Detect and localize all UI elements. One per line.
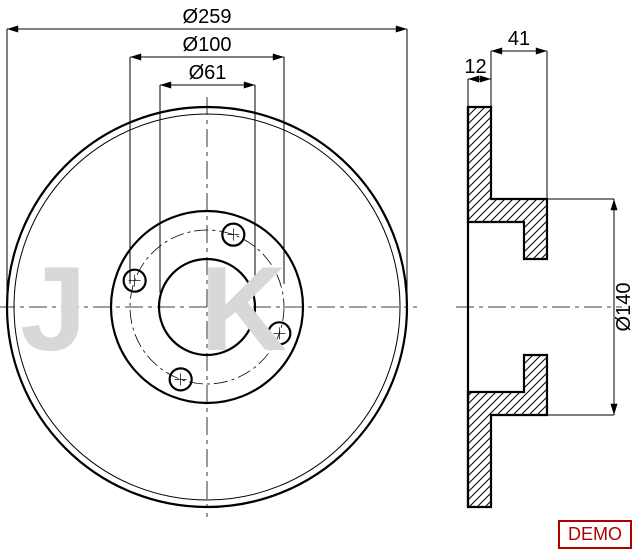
svg-text:Ø100: Ø100 [183,34,232,56]
svg-text:12: 12 [464,56,486,78]
side-view [456,107,622,507]
svg-text:Ø259: Ø259 [183,6,232,28]
svg-text:Ø140: Ø140 [613,283,635,332]
demo-stamp: DEMO [558,520,632,549]
technical-drawing: Ø259 Ø100 Ø61 41 12 Ø140 [0,0,640,557]
front-view [0,97,417,517]
svg-text:Ø61: Ø61 [189,62,227,84]
svg-text:41: 41 [508,28,530,50]
